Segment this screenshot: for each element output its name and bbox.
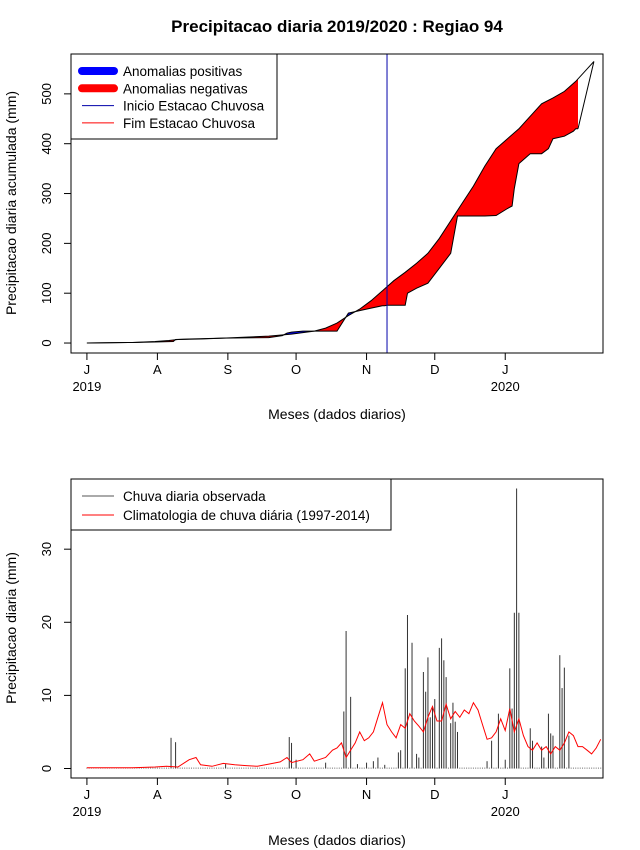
- x-tick-year: 2019: [72, 804, 101, 819]
- x-tick-label: J: [84, 787, 91, 802]
- legend-box: [70, 478, 392, 531]
- legend-label: Climatologia de chuva diária (1997-2014): [123, 508, 370, 523]
- legend-bottom: Chuva diaria observada Climatologia de ch…: [70, 478, 392, 531]
- daily-chart: J 2019 A S O N D J 2020 0 10 20 30 Meses (dados dia…: [3, 478, 604, 848]
- x-tick-label: N: [362, 787, 371, 802]
- y-tick-label: 400: [39, 133, 54, 155]
- legend-label: Anomalias positivas: [123, 64, 243, 79]
- y-axis-label: Precipitacao diaria (mm): [3, 552, 19, 704]
- x-tick-label: S: [224, 362, 233, 377]
- y-tick-label: 20: [39, 615, 54, 629]
- x-axis-label: Meses (dados diarios): [268, 832, 406, 848]
- legend-label: Anomalias negativas: [123, 81, 248, 96]
- series-end-edge: [577, 61, 595, 129]
- cumulative-chart: Precipitacao diaria 2019/2020 : Regiao 9…: [3, 17, 604, 422]
- x-axis-label: Meses (dados diarios): [268, 406, 406, 422]
- x-tick-year: 2020: [491, 379, 520, 394]
- negative-anomaly-area: [356, 78, 578, 312]
- y-tick-label: 0: [39, 339, 54, 346]
- x-tick-label: D: [430, 787, 439, 802]
- x-tick-label: N: [362, 362, 371, 377]
- legend-label: Chuva diaria observada: [123, 489, 266, 504]
- y-axis-label: Precipitacao diaria acumulada (mm): [3, 91, 19, 315]
- negative-anomaly-area: [315, 317, 345, 332]
- legend-label: Inicio Estacao Chuvosa: [123, 99, 265, 114]
- x-tick-label: J: [84, 362, 91, 377]
- legend-label: Fim Estacao Chuvosa: [123, 116, 256, 131]
- y-tick-label: 10: [39, 688, 54, 702]
- y-tick-label: 500: [39, 83, 54, 105]
- y-tick-label: 200: [39, 233, 54, 255]
- y-tick-label: 300: [39, 183, 54, 205]
- y-tick-label: 0: [39, 765, 54, 772]
- x-tick-year: 2020: [491, 804, 520, 819]
- y-tick-label: 30: [39, 542, 54, 556]
- observed-cumulative-line: [86, 128, 578, 344]
- x-tick-label: O: [291, 787, 301, 802]
- climatology-daily-line: [86, 700, 602, 769]
- legend-top: Anomalias positivas Anomalias negativas In…: [70, 53, 278, 140]
- x-tick-label: J: [502, 787, 509, 802]
- x-tick-year: 2019: [72, 379, 101, 394]
- chart-title: Precipitacao diaria 2019/2020 : Regiao 9…: [171, 17, 503, 36]
- x-tick-label: A: [153, 362, 162, 377]
- x-tick-label: O: [291, 362, 301, 377]
- y-tick-label: 100: [39, 282, 54, 304]
- x-tick-label: D: [430, 362, 439, 377]
- x-tick-label: A: [153, 787, 162, 802]
- x-tick-label: J: [502, 362, 509, 377]
- x-tick-label: S: [224, 787, 233, 802]
